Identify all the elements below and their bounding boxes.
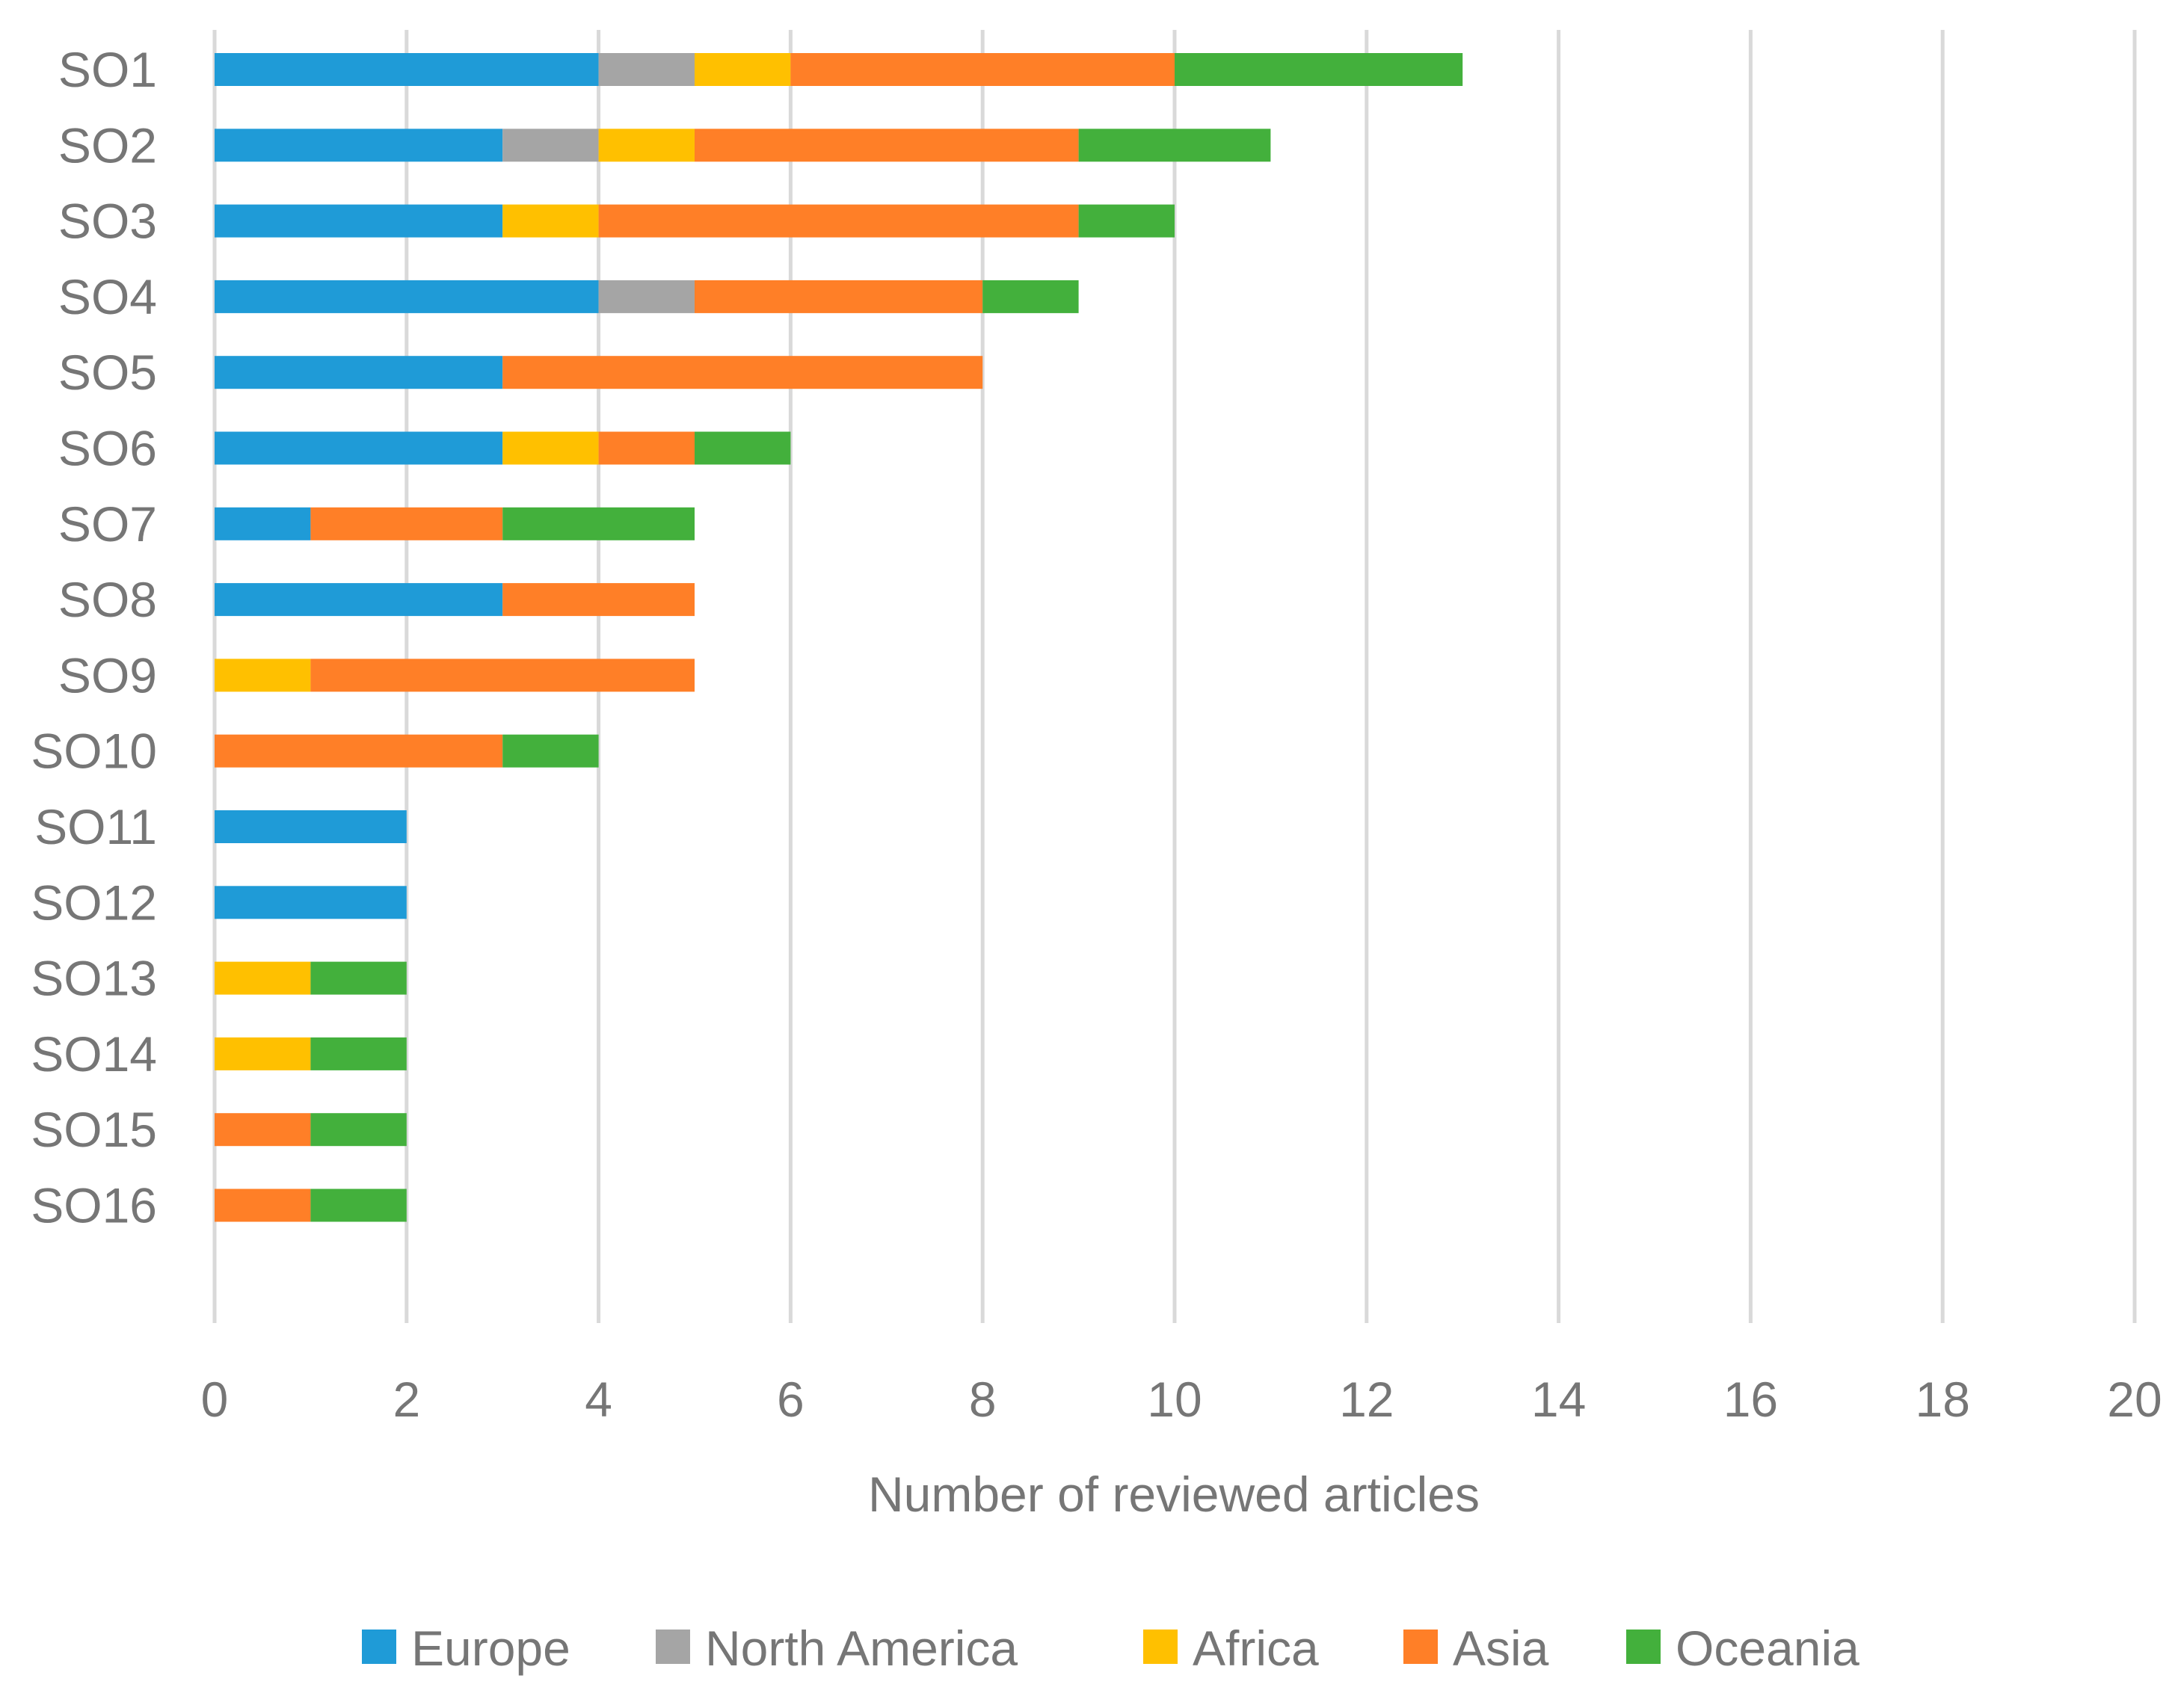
bar-SO1-africa — [695, 53, 791, 86]
bar-SO2-africa — [598, 129, 695, 162]
bar-SO2-europe — [215, 129, 503, 162]
legend-label: Africa — [1193, 1621, 1319, 1676]
category-label: SO10 — [31, 724, 157, 779]
bar-SO7-asia — [310, 507, 503, 540]
bar-SO5-europe — [215, 356, 503, 389]
bar-SO11-europe — [215, 810, 407, 843]
bars — [215, 53, 1463, 1222]
bar-SO7-europe — [215, 507, 311, 540]
x-tick-label: 8 — [969, 1372, 997, 1427]
category-label: SO14 — [31, 1026, 157, 1082]
category-label: SO4 — [58, 269, 157, 324]
gridlines — [212, 30, 2137, 1323]
bar-SO3-oceania — [1078, 204, 1175, 238]
legend-label: Oceania — [1676, 1621, 1859, 1676]
category-label: SO12 — [31, 875, 157, 930]
bar-SO15-oceania — [310, 1113, 407, 1147]
legend-label: North America — [705, 1621, 1018, 1676]
category-label: SO5 — [58, 345, 157, 400]
legend-swatch-europe — [362, 1630, 396, 1664]
legend-swatch-asia — [1403, 1630, 1438, 1664]
bar-SO4-europe — [215, 280, 599, 313]
x-tick-label: 18 — [1915, 1372, 1969, 1427]
bar-SO4-asia — [695, 280, 983, 313]
bar-SO5-asia — [502, 356, 983, 389]
category-label: SO8 — [58, 572, 157, 627]
x-tick-label: 12 — [1339, 1372, 1394, 1427]
x-tick-label: 4 — [585, 1372, 612, 1427]
category-label: SO11 — [34, 799, 157, 854]
bar-SO10-oceania — [502, 734, 599, 768]
category-label: SO6 — [58, 421, 157, 476]
x-tick-label: 14 — [1531, 1372, 1586, 1427]
category-label: SO1 — [58, 42, 157, 97]
x-tick-label: 2 — [393, 1372, 420, 1427]
bar-SO6-europe — [215, 431, 503, 465]
bar-SO14-africa — [215, 1037, 311, 1070]
bar-SO16-oceania — [310, 1188, 407, 1222]
legend-swatch-oceania — [1626, 1630, 1661, 1664]
category-label: SO16 — [31, 1178, 157, 1233]
legend-label: Europe — [411, 1621, 570, 1676]
bar-SO1-asia — [790, 53, 1175, 86]
bar-SO3-africa — [502, 204, 599, 238]
bar-SO2-oceania — [1078, 129, 1271, 162]
bar-SO14-oceania — [310, 1037, 407, 1070]
legend-swatch-africa — [1143, 1630, 1178, 1664]
bar-SO9-asia — [310, 659, 695, 692]
bar-SO6-asia — [598, 431, 695, 465]
x-tick-label: 6 — [777, 1372, 805, 1427]
bar-SO9-africa — [215, 659, 311, 692]
category-label: SO9 — [58, 647, 157, 703]
bar-SO15-asia — [215, 1113, 311, 1147]
legend-swatch-north-america — [656, 1630, 690, 1664]
bar-SO13-africa — [215, 961, 311, 995]
category-labels: SO1 SO2 SO3 SO4 SO5 SO6 SO7 SO8 SO9 SO10 SO11 SO12 S… — [31, 42, 157, 1233]
bar-SO16-asia — [215, 1188, 311, 1222]
bar-SO13-oceania — [310, 961, 407, 995]
bar-SO6-africa — [502, 431, 599, 465]
x-tick-labels: 0 2 4 6 8 10 12 14 16 18 20 — [201, 1372, 2162, 1427]
bar-SO3-asia — [598, 204, 1079, 238]
bar-SO1-oceania — [1175, 53, 1463, 86]
category-label: SO2 — [58, 117, 157, 173]
x-tick-label: 20 — [2107, 1372, 2162, 1427]
category-label: SO13 — [31, 951, 157, 1006]
bar-SO8-asia — [502, 583, 695, 617]
legend-label: Asia — [1453, 1621, 1549, 1676]
category-label: SO7 — [58, 496, 157, 552]
bar-SO1-europe — [215, 53, 599, 86]
bar-SO1-north-america — [598, 53, 695, 86]
bar-SO6-oceania — [695, 431, 791, 465]
bar-SO8-europe — [215, 583, 503, 617]
bar-SO2-asia — [695, 129, 1079, 162]
bar-SO4-north-america — [598, 280, 695, 313]
x-tick-label: 0 — [201, 1372, 229, 1427]
x-tick-label: 10 — [1147, 1372, 1202, 1427]
bar-SO3-europe — [215, 204, 503, 238]
bar-SO4-oceania — [982, 280, 1079, 313]
category-label: SO15 — [31, 1102, 157, 1157]
bar-SO12-europe — [215, 886, 407, 919]
bar-SO2-north-america — [502, 129, 599, 162]
x-tick-label: 16 — [1723, 1372, 1778, 1427]
legend: Europe North America Africa Asia Oceania — [362, 1621, 1859, 1676]
bar-SO7-oceania — [502, 507, 695, 540]
x-axis-label: Number of reviewed articles — [868, 1467, 1480, 1522]
category-label: SO3 — [58, 194, 157, 249]
bar-SO10-asia — [215, 734, 503, 768]
